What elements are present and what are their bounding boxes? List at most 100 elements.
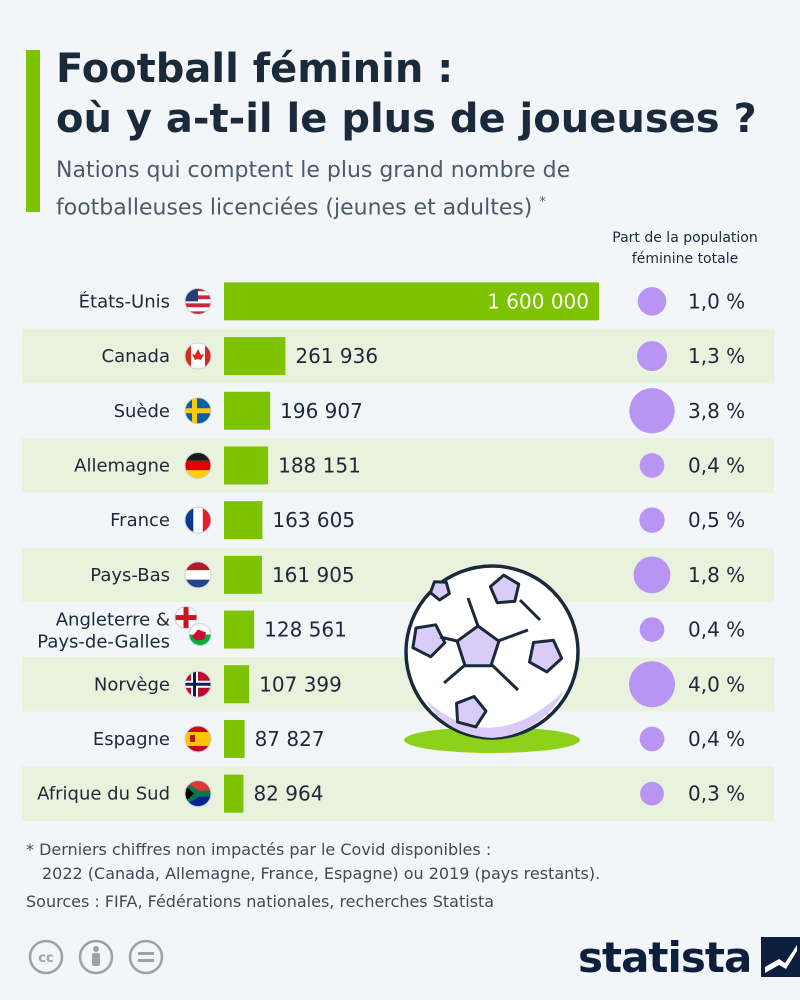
statista-logo[interactable]: statista <box>578 932 800 982</box>
ball-panel <box>528 638 564 674</box>
ball-panel <box>455 624 501 668</box>
attribution-icon[interactable] <box>78 939 114 975</box>
bar <box>224 610 255 649</box>
south-africa-flag-icon <box>184 780 212 808</box>
category-label: États-Unis <box>79 290 170 312</box>
subtitle-line-2: footballeuses licenciées (jeunes et adul… <box>56 187 570 224</box>
share-label: 0,5 % <box>688 508 745 532</box>
england-wales-flag-icon <box>174 606 212 647</box>
category-label: Espagne <box>93 729 170 750</box>
share-label: 1,0 % <box>688 289 745 313</box>
share-bubble <box>637 287 667 316</box>
ball-seam <box>443 663 466 685</box>
share-label: 3,8 % <box>688 399 745 423</box>
value-label: 82 964 <box>253 782 323 806</box>
share-bubble <box>629 661 675 708</box>
share-header-line-1: Part de la population <box>612 230 758 246</box>
ball-seam <box>518 598 542 622</box>
football-illustration <box>404 564 580 753</box>
brand-name: statista <box>578 932 752 982</box>
ball-panel <box>455 695 488 729</box>
ball-seam <box>439 635 458 643</box>
share-label: 0,4 % <box>688 453 745 477</box>
share-label: 4,0 % <box>688 672 745 696</box>
svg-text:cc: cc <box>38 951 53 966</box>
category-label: Allemagne <box>74 455 170 476</box>
chart-row: Allemagne 188 151 0,4 % <box>74 446 745 485</box>
ball-panel <box>411 623 447 659</box>
grass-shadow <box>404 727 580 753</box>
germany-flag-icon <box>184 451 212 479</box>
category-label: Norvège <box>94 674 170 695</box>
footnote: * Derniers chiffres non impactés par le … <box>26 838 600 886</box>
title-line-1: Football féminin : <box>56 46 454 92</box>
chart-row: Pays-Bas 161 905 1,8 % <box>90 555 745 594</box>
bar <box>224 282 599 321</box>
subtitle-line-2-text: footballeuses licenciées (jeunes et adul… <box>56 195 533 221</box>
creative-commons-icon[interactable]: cc <box>28 939 64 975</box>
spain-flag-icon <box>184 725 212 753</box>
chart-row: Afrique du Sud 82 964 0,3 % <box>37 774 745 813</box>
chart-row: Norvège 107 399 4,0 % <box>94 661 745 708</box>
share-label: 0,4 % <box>688 727 745 751</box>
share-label: 1,3 % <box>688 344 745 368</box>
chart-row: Angleterre & Pays-de-Galles 128 561 0,4 % <box>37 606 745 653</box>
sweden-flag-icon <box>184 397 212 425</box>
france-flag-icon <box>184 506 212 534</box>
value-label: 188 151 <box>278 453 361 477</box>
license-icons[interactable]: cc <box>26 937 166 977</box>
chart-row: Espagne 87 827 0,4 % <box>93 719 745 758</box>
england-flag-icon <box>175 606 197 629</box>
bar <box>224 665 250 704</box>
value-label: 1 600 000 <box>487 289 589 313</box>
subtitle-line-1: Nations qui comptent le plus grand nombr… <box>56 158 571 183</box>
subtitle: Nations qui comptent le plus grand nombr… <box>56 155 570 224</box>
category-label: Angleterre & Pays-de-Galles <box>37 610 170 653</box>
value-label: 128 561 <box>264 618 347 642</box>
title-line-2: où y a-t-il le plus de joueuses ? <box>56 96 757 142</box>
share-bubble <box>639 726 665 752</box>
category-label: Afrique du Sud <box>37 784 170 805</box>
bar <box>224 774 244 813</box>
sources: Sources : FIFA, Fédérations nationales, … <box>26 892 495 911</box>
canada-flag-icon <box>184 342 212 370</box>
bar <box>224 337 286 376</box>
share-header-line-2: féminine totale <box>631 251 739 267</box>
value-label: 107 399 <box>259 672 342 696</box>
subtitle-footnote-marker: * <box>539 195 546 210</box>
value-label: 161 905 <box>272 563 355 587</box>
chart-row: Canada 261 936 1,3 % <box>102 337 745 376</box>
category-label: Pays-Bas <box>90 565 170 586</box>
category-label: France <box>110 510 170 531</box>
page-title: Football féminin : où y a-t-il le plus d… <box>56 44 757 144</box>
value-label: 87 827 <box>255 727 325 751</box>
bar <box>224 391 271 430</box>
category-label: Suède <box>114 401 170 422</box>
share-bubble <box>629 388 675 434</box>
bar <box>224 501 263 540</box>
ball-seam <box>466 597 480 627</box>
value-label: 196 907 <box>280 399 363 423</box>
ball-shade <box>426 690 565 738</box>
no-derivatives-icon[interactable] <box>128 939 164 975</box>
ball-seam <box>497 628 529 643</box>
bar <box>224 555 262 594</box>
bar <box>224 446 269 485</box>
share-label: 0,3 % <box>688 782 745 806</box>
footnote-line-1: * Derniers chiffres non impactés par le … <box>26 840 492 859</box>
chart-row: France 163 605 0,5 % <box>110 501 745 540</box>
wales-flag-icon <box>189 623 211 646</box>
share-label: 1,8 % <box>688 563 745 587</box>
share-bubble <box>639 507 665 533</box>
statista-mark-icon <box>761 937 800 977</box>
share-column-header: Part de la population féminine totale <box>580 228 790 270</box>
footnote-line-2: 2022 (Canada, Allemagne, France, Espagne… <box>42 864 601 883</box>
share-bubble <box>633 556 671 594</box>
share-label: 0,4 % <box>688 618 745 642</box>
share-bubble <box>637 341 667 372</box>
ball-panel <box>488 573 521 605</box>
share-bubble <box>639 453 665 478</box>
bar <box>224 719 245 758</box>
category-label: Canada <box>102 346 171 367</box>
